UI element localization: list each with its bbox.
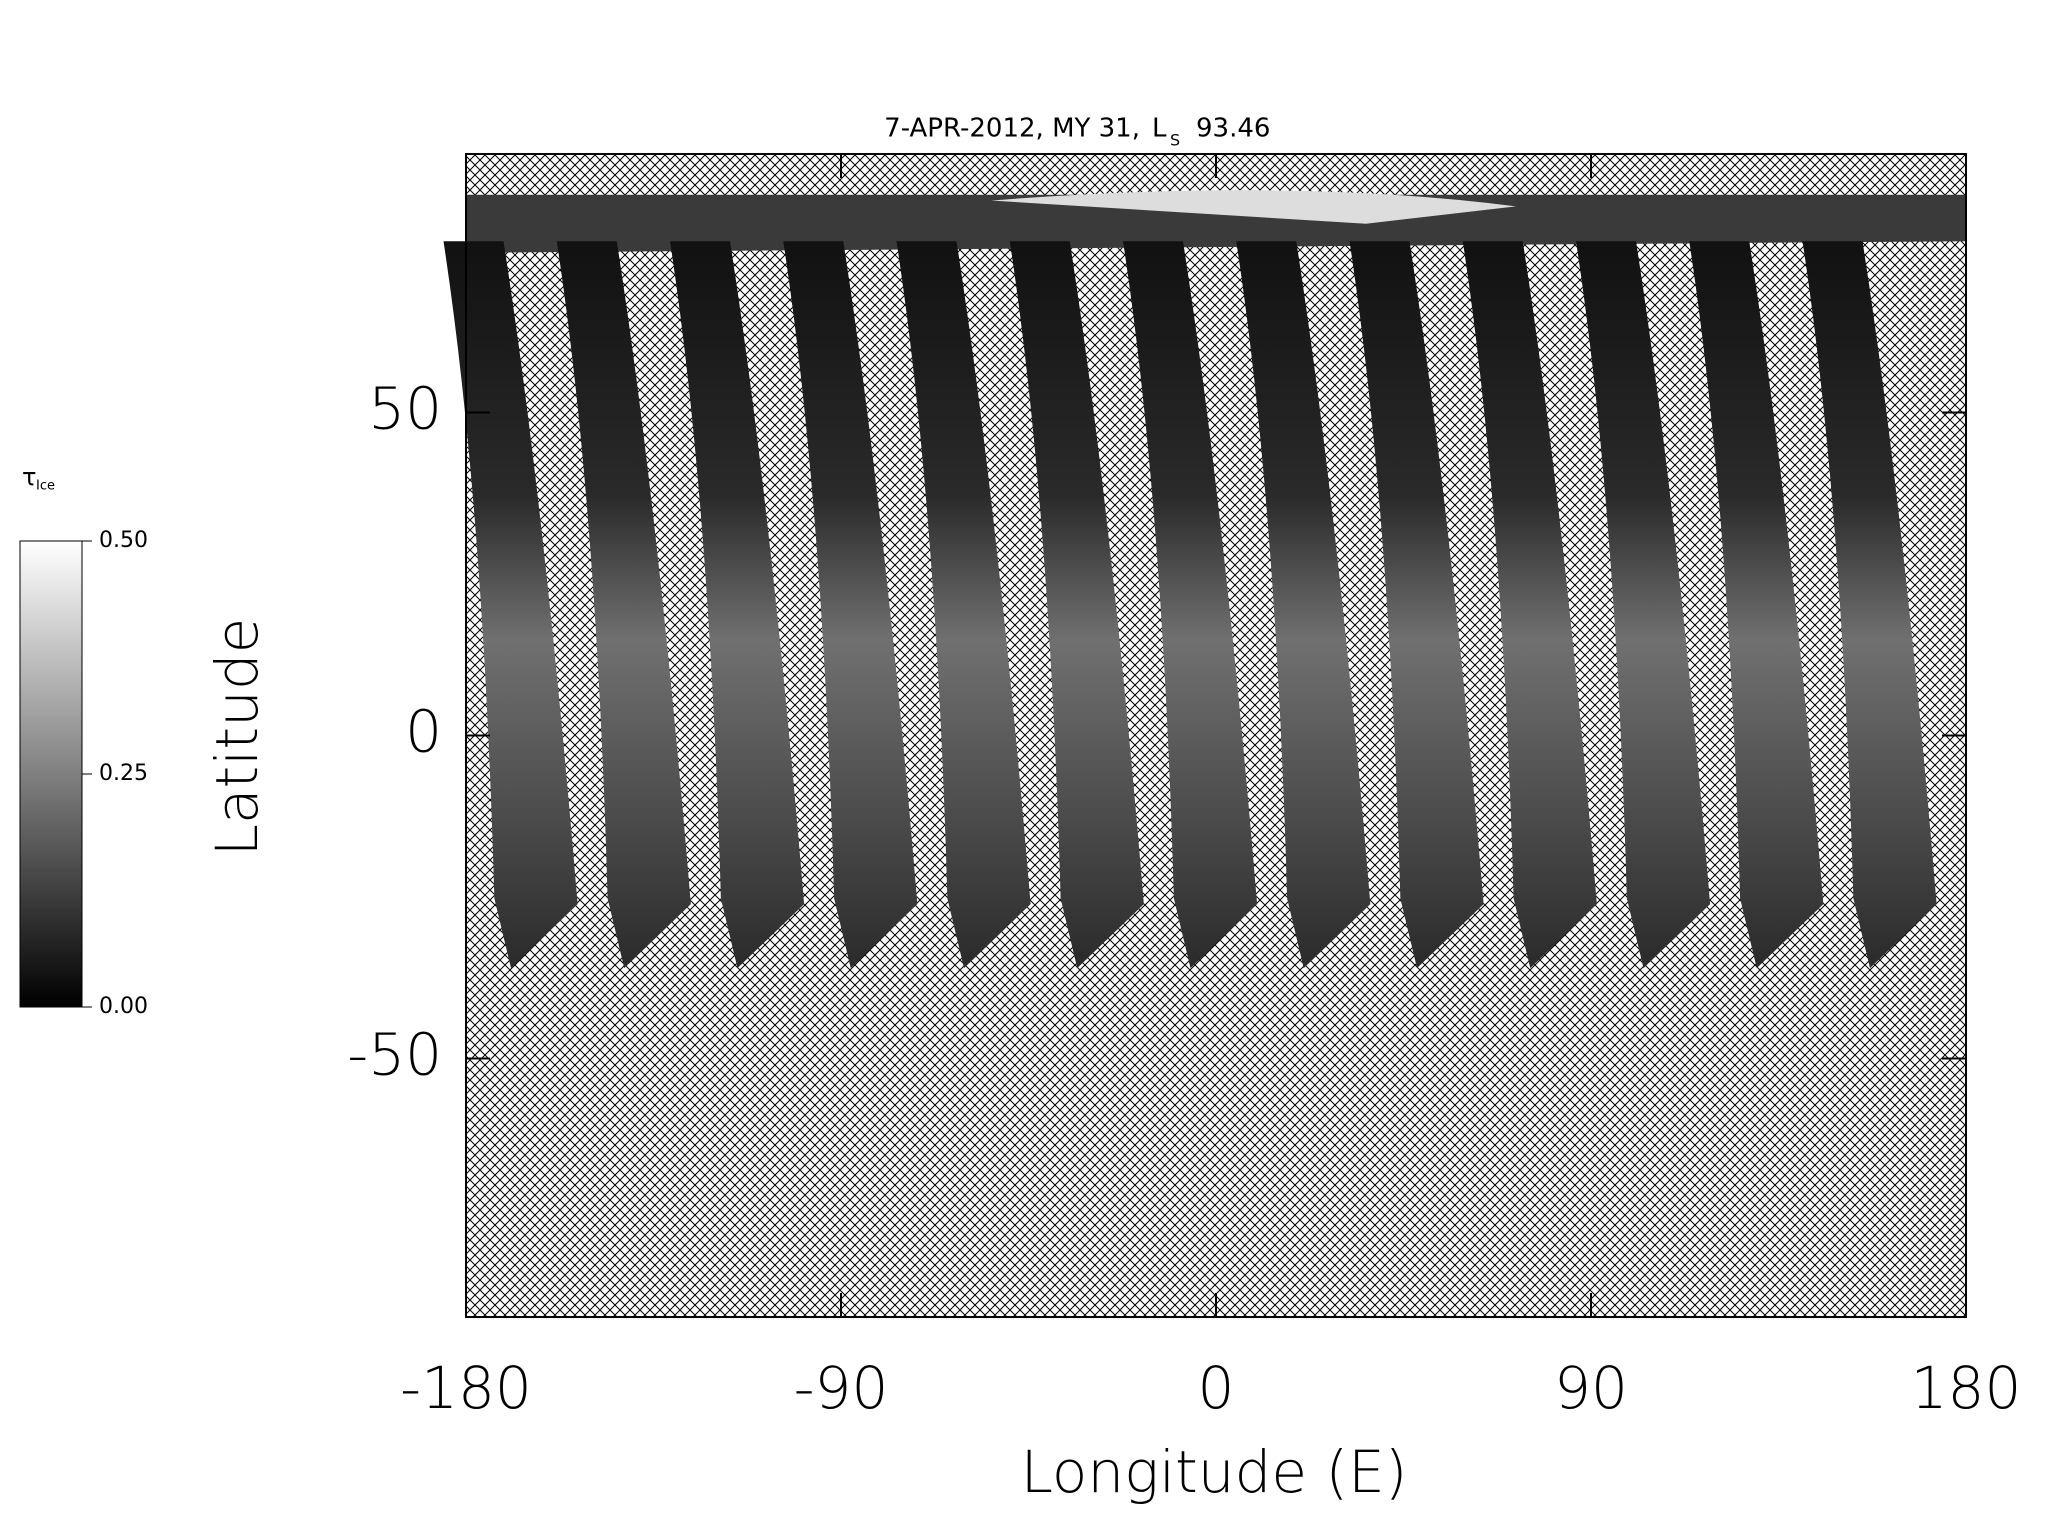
swath — [443, 241, 578, 969]
swath — [783, 241, 918, 969]
colorbar-label: τ — [22, 463, 36, 491]
swath — [1802, 241, 1937, 969]
x-tick-label: -180 — [400, 1354, 532, 1422]
swath — [896, 241, 1031, 969]
ls-value: 93.46 — [1196, 114, 1270, 144]
x-tick-label: -90 — [794, 1354, 889, 1422]
swath — [1123, 241, 1258, 969]
swath — [1009, 241, 1144, 969]
polar-ice — [991, 190, 1516, 224]
x-tick-label: 0 — [1198, 1354, 1235, 1422]
x-tick-label: 180 — [1911, 1354, 2022, 1422]
swath — [1349, 241, 1484, 969]
swath — [670, 241, 805, 969]
y-axis-label: Latitude — [203, 618, 271, 857]
polar-band — [466, 194, 1966, 253]
y-tick-label: 50 — [368, 374, 442, 442]
colorbar-tick-label: 0.00 — [99, 994, 148, 1019]
plot-area — [443, 153, 1967, 1318]
swath — [1689, 241, 1824, 969]
swath — [1576, 241, 1711, 969]
swath — [1236, 241, 1371, 969]
colorbar-subscript: Ice — [36, 479, 55, 494]
ls-subscript: S — [1170, 131, 1180, 150]
ls-symbol: L — [1152, 114, 1167, 144]
swath — [556, 241, 691, 969]
colorbar — [19, 540, 83, 1008]
chart-title: 7-APR-2012, MY 31, — [884, 114, 1140, 144]
x-axis-label: Longitude (E) — [1021, 1438, 1408, 1506]
y-tick-label: -50 — [347, 1021, 442, 1089]
y-tick-label: 0 — [405, 698, 442, 766]
colorbar-tick-label: 0.50 — [99, 528, 148, 553]
swath — [1462, 241, 1597, 969]
colorbar-tick-label: 0.25 — [99, 761, 148, 786]
x-tick-label: 90 — [1554, 1354, 1628, 1422]
